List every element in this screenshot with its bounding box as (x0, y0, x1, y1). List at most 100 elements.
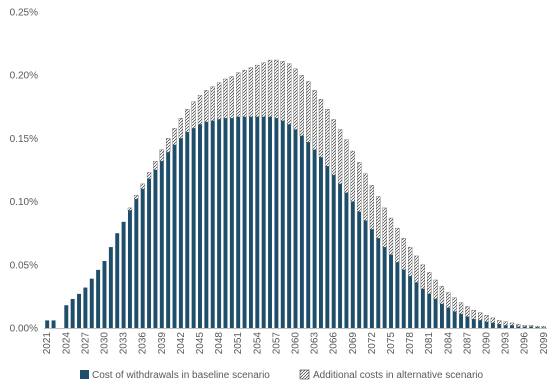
bar-baseline (262, 117, 266, 328)
x-tick-label: 2096 (520, 332, 531, 355)
bar-alternative (236, 73, 240, 117)
bar-baseline (389, 255, 393, 328)
bar-alternative (389, 218, 393, 255)
bar-baseline (179, 138, 183, 328)
bar-baseline (523, 327, 527, 328)
bar-baseline (300, 136, 304, 328)
bar-alternative (141, 184, 145, 189)
bar-baseline (325, 166, 329, 328)
bars (45, 60, 546, 328)
bar-alternative (383, 208, 387, 247)
bar-alternative (134, 195, 138, 199)
bar-baseline (141, 189, 145, 328)
x-tick-label: 2063 (310, 332, 321, 355)
x-tick-label: 2087 (462, 332, 473, 355)
bar-baseline (128, 210, 132, 328)
bar-baseline (160, 161, 164, 328)
bar-alternative (459, 303, 463, 314)
bar-alternative (516, 324, 520, 327)
bar-alternative (434, 280, 438, 299)
x-tick-label: 2027 (80, 332, 91, 355)
y-tick-label: 0.25% (10, 8, 38, 19)
bar-alternative (351, 151, 355, 202)
bar-baseline (52, 320, 56, 328)
y-tick-label: 0.00% (10, 324, 38, 335)
bar-alternative (421, 265, 425, 289)
bar-alternative (478, 313, 482, 321)
x-tick-label: 2036 (138, 332, 149, 355)
bar-alternative (211, 87, 215, 121)
x-tick-label: 2069 (348, 332, 359, 355)
bar-baseline (529, 327, 533, 328)
bar-baseline (249, 117, 253, 328)
legend-label-baseline: Cost of withdrawals in baseline scenario (92, 370, 270, 381)
bar-alternative (198, 95, 202, 124)
y-tick-label: 0.20% (10, 71, 38, 82)
bar-baseline (395, 262, 399, 328)
x-tick-label: 2042 (176, 332, 187, 355)
bar-baseline (440, 304, 444, 328)
bar-baseline (134, 199, 138, 328)
bar-baseline (453, 312, 457, 328)
bar-alternative (262, 63, 266, 117)
bar-alternative (529, 325, 533, 326)
bar-baseline (485, 322, 489, 328)
bar-alternative (510, 323, 514, 326)
bar-baseline (45, 320, 49, 328)
x-tick-label: 2021 (42, 332, 53, 355)
bar-baseline (504, 325, 508, 328)
bar-baseline (109, 247, 113, 328)
bar-alternative (287, 64, 291, 125)
bar-baseline (402, 270, 406, 328)
bar-baseline (96, 270, 100, 328)
x-tick-label: 2054 (252, 332, 263, 355)
bar-baseline (83, 288, 87, 328)
bar-alternative (376, 197, 380, 239)
bar-alternative (128, 208, 132, 211)
bar-alternative (243, 70, 247, 117)
bar-baseline (408, 276, 412, 328)
bar-baseline (192, 128, 196, 328)
x-tick-label: 2048 (214, 332, 225, 355)
bar-baseline (376, 238, 380, 328)
bar-alternative (166, 138, 170, 152)
bar-baseline (204, 122, 208, 328)
bar-baseline (153, 170, 157, 328)
bar-baseline (421, 289, 425, 328)
bar-alternative (319, 99, 323, 157)
bar-baseline (274, 118, 278, 328)
legend-swatch-alternative (300, 370, 309, 379)
y-tick-label: 0.05% (10, 260, 38, 271)
bar-baseline (255, 117, 259, 328)
x-tick-label: 2075 (386, 332, 397, 355)
bar-alternative (268, 60, 272, 117)
x-tick-label: 2081 (424, 332, 435, 355)
bar-baseline (198, 125, 202, 329)
y-tick-label: 0.15% (10, 134, 38, 145)
bar-alternative (370, 185, 374, 229)
bar-baseline (294, 130, 298, 328)
bar-baseline (383, 247, 387, 328)
bar-baseline (64, 305, 68, 328)
bar-baseline (427, 294, 431, 328)
bar-baseline (306, 142, 310, 328)
bar-baseline (478, 320, 482, 328)
bar-baseline (516, 327, 520, 328)
bar-baseline (332, 175, 336, 328)
bar-baseline (446, 308, 450, 328)
bar-alternative (192, 102, 196, 129)
bar-baseline (364, 221, 368, 328)
x-tick-label: 2024 (61, 332, 72, 355)
x-tick-label: 2093 (501, 332, 512, 355)
bar-baseline (338, 184, 342, 328)
bar-baseline (211, 121, 215, 328)
bar-alternative (300, 75, 304, 136)
x-tick-label: 2099 (539, 332, 549, 355)
legend: Cost of withdrawals in baseline scenario… (80, 370, 484, 381)
bar-baseline (268, 117, 272, 328)
bar-alternative (160, 150, 164, 161)
bar-alternative (542, 326, 546, 327)
bar-baseline (103, 261, 107, 328)
bar-alternative (230, 76, 234, 118)
